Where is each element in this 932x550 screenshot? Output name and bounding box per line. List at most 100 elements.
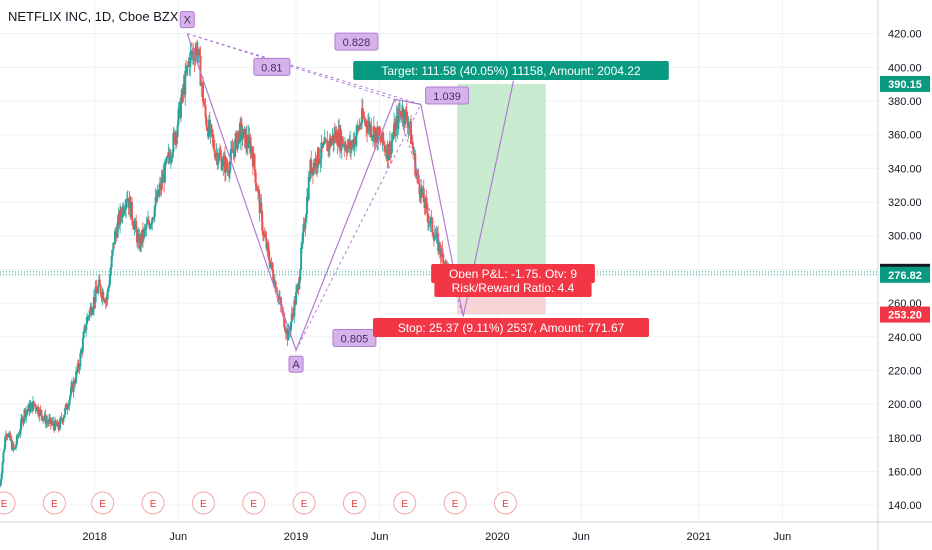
candle-body [58, 428, 61, 430]
candle-body [289, 322, 292, 331]
candle-body [110, 255, 113, 268]
target-label: Target: 111.58 (40.05%) 11158, Amount: 2… [381, 64, 641, 78]
candle-body [310, 159, 313, 174]
y-tick-label: 200.00 [888, 399, 922, 411]
candle-body [411, 141, 414, 149]
candle-body [41, 415, 44, 421]
pattern-ratio [332, 328, 377, 347]
candle-body [217, 160, 220, 165]
candle-body [257, 189, 260, 194]
candle-body [324, 138, 327, 141]
candle-body [299, 269, 302, 281]
candle-body [90, 306, 93, 315]
candle-body [86, 316, 89, 325]
rr-label-bg [434, 278, 592, 297]
candle-body [300, 243, 303, 249]
candle-body [19, 429, 22, 434]
candle-body [88, 310, 91, 317]
x-tick-label: 2021 [687, 531, 711, 543]
candle-body [57, 422, 60, 429]
candle-body [335, 131, 338, 144]
rr-label: Risk/Reward Ratio: 4.4 [452, 281, 575, 295]
candle-body [25, 411, 28, 418]
candle-body [103, 300, 106, 302]
candle-body [133, 224, 136, 230]
candle-body [228, 173, 231, 175]
candle-body [136, 235, 139, 243]
candle-body [149, 224, 152, 229]
pattern-diagonal [394, 99, 464, 317]
earnings-icon [292, 491, 316, 515]
x-tick-label: Jun [572, 531, 590, 543]
pattern-ratio-label: 0.81 [261, 62, 282, 74]
candle-body [97, 285, 100, 294]
candle-body [81, 338, 84, 352]
candle-body [50, 423, 53, 425]
candle-body [269, 264, 272, 267]
candle-body [37, 406, 40, 414]
candle-body [355, 125, 358, 136]
candle-body [315, 158, 318, 168]
earnings-icon [443, 491, 467, 515]
candle-body [104, 299, 107, 303]
candle-body [377, 127, 380, 135]
candle-body [392, 135, 395, 139]
candle-body [154, 197, 157, 207]
candle-body [361, 108, 364, 117]
candle-body [68, 399, 71, 407]
pattern-ratio [425, 86, 470, 105]
candle-body [231, 149, 234, 153]
candle-body [212, 137, 215, 140]
candle-body [109, 267, 112, 275]
candle-body [371, 136, 374, 138]
candle-body [202, 101, 205, 105]
y-tick-label: 320.00 [888, 197, 922, 209]
candle-body [383, 145, 386, 151]
y-tick-label: 220.00 [888, 365, 922, 377]
candle-body [49, 417, 52, 425]
candle-body [350, 144, 353, 150]
candle-body [44, 414, 47, 425]
y-tick-label: 360.00 [888, 130, 922, 142]
price-tag: 276.82 [888, 270, 922, 282]
candle-body [356, 125, 359, 127]
candle-body [264, 236, 267, 239]
candle-body [346, 145, 349, 153]
candle-body [306, 196, 309, 215]
candle-body [7, 434, 10, 437]
candle-body [63, 414, 66, 418]
candle-body [438, 242, 441, 253]
candle-body [278, 295, 281, 299]
pattern-point-label: A [292, 359, 300, 371]
candle-body [260, 202, 263, 212]
candle-body [38, 409, 41, 417]
candle-body [301, 232, 304, 244]
candle-body [402, 108, 405, 122]
candle-body [262, 230, 265, 235]
candle-body [2, 452, 5, 463]
earnings-label: E [99, 499, 106, 510]
candle-body [322, 143, 325, 148]
candle-body [263, 233, 266, 237]
pattern-ratio-label: 0.828 [343, 37, 371, 49]
candle-body [412, 148, 415, 156]
candle-body [40, 410, 43, 416]
candle-body [358, 124, 361, 130]
candle-body [179, 101, 182, 118]
candle-body [78, 366, 81, 369]
candle-body [365, 120, 368, 128]
candle-body [226, 167, 229, 170]
candle-body [77, 363, 80, 369]
candle-body [169, 157, 172, 162]
target-zone [457, 83, 546, 275]
candle-body [293, 300, 296, 317]
price-tag-bg [880, 306, 930, 323]
candle-body [422, 188, 425, 203]
candle-body [397, 109, 400, 129]
candle-body [245, 134, 248, 145]
candle-body [222, 157, 225, 167]
candle-body [94, 287, 97, 303]
candle-body [201, 82, 204, 84]
candle-body [279, 298, 282, 305]
